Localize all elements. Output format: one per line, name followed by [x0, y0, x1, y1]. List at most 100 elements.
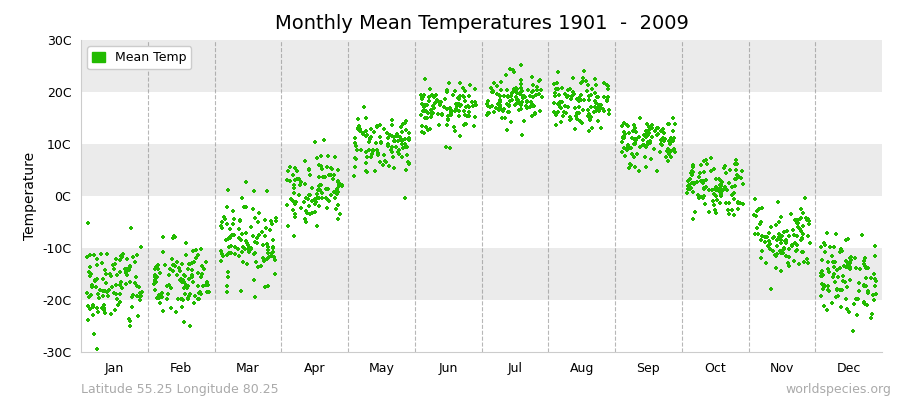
Point	[857, 300, 871, 306]
Point	[440, 106, 454, 112]
Point	[186, 258, 201, 265]
Point	[315, 190, 329, 196]
Point	[468, 114, 482, 120]
Point	[261, 282, 275, 289]
Point	[392, 146, 406, 153]
Point	[636, 136, 651, 143]
Point	[133, 292, 148, 299]
Point	[860, 302, 875, 308]
Point	[834, 304, 849, 310]
Point	[179, 240, 194, 246]
Point	[840, 264, 854, 270]
Point	[201, 282, 215, 288]
Point	[292, 192, 307, 198]
Point	[104, 273, 118, 280]
Point	[515, 88, 529, 94]
Point	[771, 234, 786, 240]
Point	[391, 148, 405, 155]
Point	[662, 121, 677, 128]
Point	[572, 109, 587, 116]
Point	[843, 258, 858, 265]
Point	[86, 302, 101, 308]
Point	[522, 104, 536, 110]
Point	[643, 124, 657, 130]
Point	[713, 182, 727, 188]
Point	[103, 287, 117, 293]
Point	[418, 108, 433, 114]
Point	[440, 89, 454, 96]
Point	[422, 98, 436, 104]
Point	[418, 76, 432, 82]
Point	[348, 134, 363, 141]
Point	[183, 291, 197, 297]
Point	[615, 139, 629, 145]
Point	[851, 288, 866, 294]
Point	[241, 242, 256, 249]
Point	[829, 294, 843, 300]
Point	[122, 316, 136, 322]
Point	[842, 255, 857, 262]
Point	[147, 281, 161, 287]
Point	[192, 296, 206, 302]
Point	[616, 129, 631, 135]
Bar	[81, 300, 882, 352]
Point	[148, 278, 162, 284]
Point	[129, 274, 143, 280]
Point	[762, 246, 777, 252]
Point	[312, 203, 327, 209]
Point	[126, 254, 140, 260]
Point	[176, 304, 190, 310]
Point	[600, 82, 615, 88]
Point	[774, 214, 788, 220]
Point	[495, 107, 509, 113]
Point	[696, 195, 710, 201]
Point	[112, 257, 127, 263]
Point	[263, 227, 277, 233]
Point	[220, 289, 235, 296]
Point	[860, 290, 875, 297]
Point	[858, 262, 872, 269]
Point	[814, 244, 828, 250]
Point	[310, 195, 324, 201]
Point	[719, 186, 733, 193]
Point	[319, 195, 333, 201]
Point	[148, 264, 163, 271]
Point	[680, 190, 695, 196]
Point	[548, 112, 562, 118]
Point	[708, 186, 723, 192]
Point	[650, 132, 664, 138]
Point	[644, 155, 658, 162]
Point	[462, 113, 476, 120]
Point	[564, 96, 579, 102]
Point	[391, 131, 405, 137]
Point	[779, 228, 794, 235]
Point	[300, 210, 314, 216]
Point	[311, 187, 326, 193]
Point	[292, 176, 306, 182]
Point	[418, 124, 433, 130]
Point	[449, 101, 464, 108]
Point	[447, 128, 462, 134]
Point	[220, 283, 234, 289]
Point	[366, 128, 381, 135]
Point	[503, 93, 517, 100]
Point	[308, 208, 322, 215]
Point	[615, 139, 629, 145]
Point	[421, 127, 436, 134]
Point	[288, 211, 302, 217]
Point	[332, 183, 347, 190]
Point	[423, 86, 437, 92]
Point	[491, 106, 506, 113]
Point	[789, 217, 804, 224]
Point	[312, 174, 327, 180]
Point	[432, 122, 446, 128]
Point	[688, 180, 702, 186]
Point	[192, 296, 206, 302]
Point	[266, 245, 281, 252]
Point	[381, 141, 395, 147]
Point	[788, 232, 802, 238]
Point	[148, 266, 162, 273]
Point	[482, 110, 497, 116]
Point	[107, 266, 122, 272]
Point	[379, 159, 393, 166]
